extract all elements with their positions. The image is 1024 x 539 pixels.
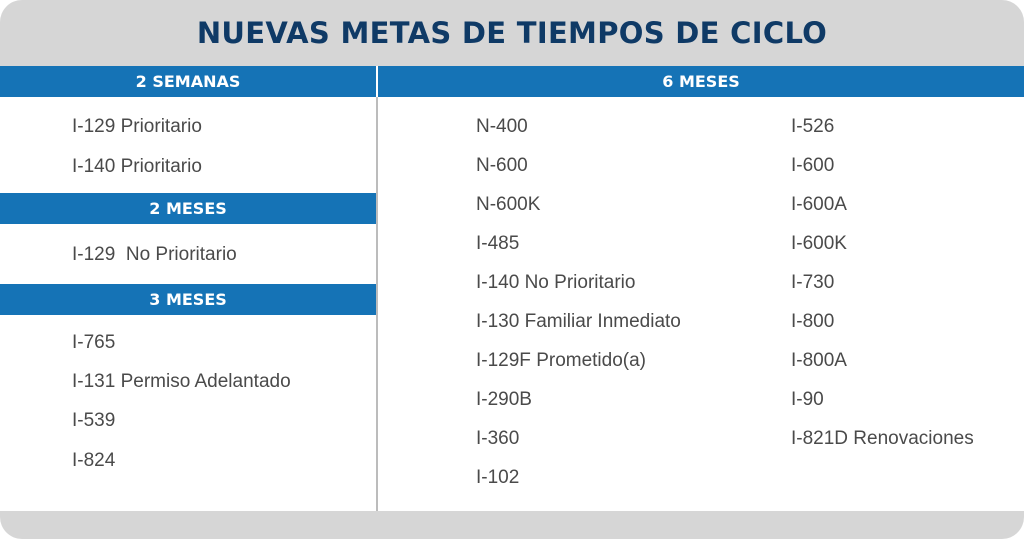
list-item: N-600 [476, 155, 528, 176]
list-item: I-140 Prioritario [72, 156, 202, 177]
list-item: I-129 No Prioritario [72, 244, 237, 265]
header-6-meses: 6 MESES [378, 66, 1024, 97]
header-3-meses: 3 MESES [0, 284, 376, 315]
list-item: I-131 Permiso Adelantado [72, 371, 291, 392]
list-item: I-800 [791, 311, 835, 332]
list-item: N-600K [476, 194, 541, 215]
list-item: I-140 No Prioritario [476, 272, 636, 293]
list-item: I-600K [791, 233, 847, 254]
list-item: I-90 [791, 389, 824, 410]
list-item: I-526 [791, 116, 835, 137]
list-item: I-824 [72, 450, 116, 471]
list-item: N-400 [476, 116, 528, 137]
column-divider [376, 97, 378, 511]
header-2-semanas: 2 SEMANAS [0, 66, 376, 97]
list-item: I-600 [791, 155, 835, 176]
list-item: I-485 [476, 233, 520, 254]
list-item: I-130 Familiar Inmediato [476, 311, 681, 332]
page-title: NUEVAS METAS DE TIEMPOS DE CICLO [196, 16, 828, 50]
list-item: I-730 [791, 272, 835, 293]
list-item: I-102 [476, 467, 520, 488]
list-item: I-765 [72, 332, 116, 353]
list-item: I-129F Prometido(a) [476, 350, 647, 371]
list-item: I-800A [791, 350, 847, 371]
list-item: I-290B [476, 389, 532, 410]
header-2-meses: 2 MESES [0, 193, 376, 224]
list-item: I-360 [476, 428, 520, 449]
list-item: I-129 Prioritario [72, 116, 202, 137]
list-item: I-821D Renovaciones [791, 428, 974, 449]
list-item: I-600A [791, 194, 847, 215]
list-item: I-539 [72, 410, 116, 431]
